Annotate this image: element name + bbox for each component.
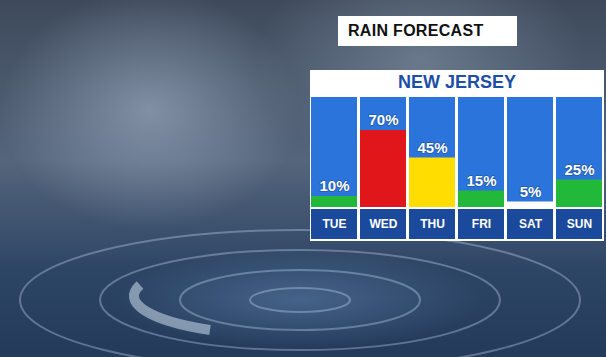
svg-text:25%: 25% [564, 161, 594, 178]
html-text:NEW JERSEY: NEW JERSEY [398, 72, 516, 92]
svg-text:15%: 15% [466, 172, 496, 189]
svg-text:FRI: FRI [472, 217, 491, 231]
svg-text:TUE: TUE [323, 217, 347, 231]
svg-text:5%: 5% [520, 183, 542, 200]
svg-text:SAT: SAT [519, 217, 543, 231]
svg-text:THU: THU [420, 217, 445, 231]
svg-text:70%: 70% [368, 111, 398, 128]
svg-text:10%: 10% [319, 177, 349, 194]
html-text:RAIN FORECAST: RAIN FORECAST [348, 22, 484, 39]
svg-text:SUN: SUN [567, 217, 592, 231]
svg-text:45%: 45% [417, 139, 447, 156]
svg-text:WED: WED [370, 217, 398, 231]
